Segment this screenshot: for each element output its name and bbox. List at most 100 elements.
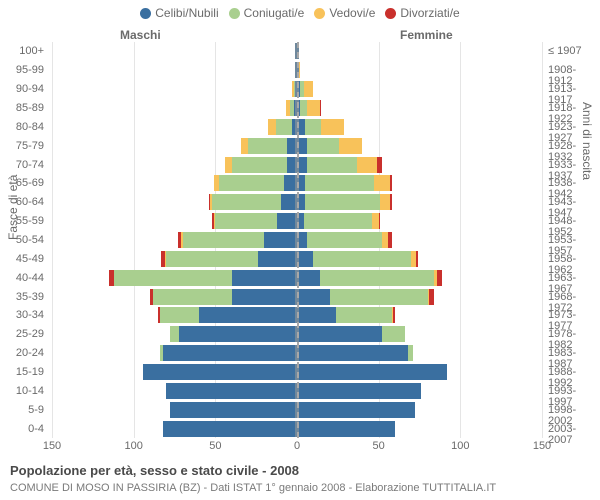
segment-s — [232, 270, 297, 286]
x-tick: 100 — [451, 440, 469, 452]
segment-w — [357, 157, 377, 173]
segment-w — [380, 194, 390, 210]
female-bar — [297, 138, 362, 154]
segment-w — [339, 138, 362, 154]
x-tick: 150 — [43, 440, 61, 452]
segment-s — [297, 402, 415, 418]
segment-s — [143, 364, 297, 380]
segment-s — [199, 307, 297, 323]
age-label: 50-54 — [0, 235, 44, 246]
segment-s — [297, 345, 408, 361]
age-label: 30-34 — [0, 310, 44, 321]
segment-s — [297, 251, 313, 267]
female-label: Femmine — [400, 28, 453, 42]
segment-m — [232, 157, 288, 173]
segment-m — [330, 289, 428, 305]
age-label: 95-99 — [0, 65, 44, 76]
male-bar — [143, 364, 297, 380]
chart-title: Popolazione per età, sesso e stato civil… — [10, 463, 299, 478]
birth-year-label: ≤ 1907 — [548, 46, 600, 57]
segment-s — [264, 232, 297, 248]
segment-s — [297, 383, 421, 399]
segment-m — [248, 138, 287, 154]
segment-m — [307, 157, 358, 173]
segment-w — [321, 119, 344, 135]
segment-d — [388, 232, 391, 248]
segment-s — [258, 251, 297, 267]
segment-m — [153, 289, 231, 305]
female-bar — [297, 421, 395, 437]
plot-area — [52, 42, 542, 438]
male-bar — [214, 175, 297, 191]
male-bar — [170, 326, 297, 342]
male-bar — [225, 157, 297, 173]
male-bar — [170, 402, 297, 418]
female-bar — [297, 119, 344, 135]
segment-s — [297, 270, 320, 286]
age-label: 70-74 — [0, 160, 44, 171]
female-bar — [297, 100, 321, 116]
age-label: 45-49 — [0, 254, 44, 265]
segment-m — [114, 270, 232, 286]
female-bar — [297, 194, 392, 210]
male-bar — [150, 289, 297, 305]
age-label: 90-94 — [0, 84, 44, 95]
age-band-labels: 100+95-9990-9485-8980-8475-7970-7465-696… — [0, 42, 48, 438]
male-bar — [160, 345, 297, 361]
female-bar — [297, 232, 392, 248]
segment-m — [320, 270, 434, 286]
segment-d — [377, 157, 382, 173]
segment-m — [305, 175, 374, 191]
age-label: 85-89 — [0, 103, 44, 114]
segment-s — [179, 326, 297, 342]
center-line — [297, 42, 299, 438]
segment-w — [374, 175, 390, 191]
age-label: 65-69 — [0, 178, 44, 189]
segment-m — [307, 232, 382, 248]
segment-m — [219, 175, 284, 191]
male-bar — [163, 421, 297, 437]
segment-s — [163, 345, 297, 361]
segment-d — [393, 307, 395, 323]
segment-s — [297, 307, 336, 323]
legend-label: Coniugati/e — [244, 6, 305, 20]
segment-m — [313, 251, 411, 267]
age-label: 75-79 — [0, 141, 44, 152]
segment-m — [212, 194, 281, 210]
male-bar — [212, 213, 297, 229]
x-axis-ticks: 50100150050100150 — [52, 440, 542, 454]
segment-m — [305, 119, 321, 135]
segment-m — [170, 326, 180, 342]
female-bar — [297, 213, 380, 229]
segment-s — [297, 421, 395, 437]
age-label: 15-19 — [0, 367, 44, 378]
male-bar — [161, 251, 297, 267]
female-bar — [297, 326, 405, 342]
legend-item: Vedovi/e — [314, 6, 375, 20]
female-bar — [297, 81, 313, 97]
female-bar — [297, 251, 418, 267]
segment-s — [297, 364, 447, 380]
age-label: 10-14 — [0, 386, 44, 397]
female-bar — [297, 270, 442, 286]
segment-w — [304, 81, 314, 97]
age-label: 60-64 — [0, 197, 44, 208]
age-label: 40-44 — [0, 273, 44, 284]
x-tick: 50 — [373, 440, 385, 452]
age-label: 5-9 — [0, 405, 44, 416]
age-label: 35-39 — [0, 292, 44, 303]
segment-m — [166, 251, 257, 267]
segment-m — [307, 138, 340, 154]
segment-m — [276, 119, 292, 135]
legend-swatch — [385, 8, 396, 19]
x-tick: 50 — [209, 440, 221, 452]
age-label: 25-29 — [0, 329, 44, 340]
segment-m — [183, 232, 265, 248]
segment-m — [160, 307, 199, 323]
population-pyramid-chart: Celibi/NubiliConiugati/eVedovi/eDivorzia… — [0, 0, 600, 500]
legend-swatch — [314, 8, 325, 19]
male-bar — [178, 232, 297, 248]
segment-s — [297, 289, 330, 305]
grid-line — [542, 42, 543, 438]
x-tick: 100 — [124, 440, 142, 452]
